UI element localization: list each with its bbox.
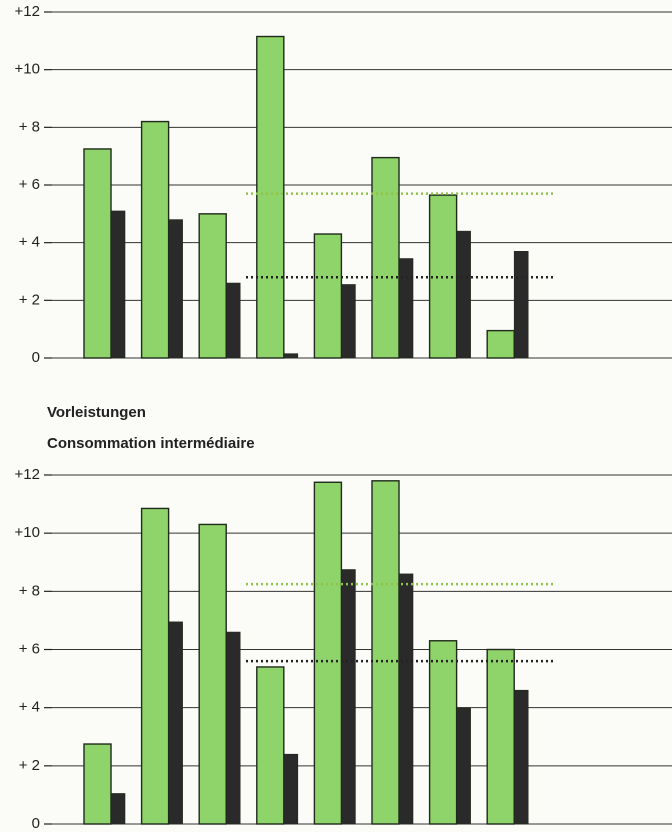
bar [256,35,285,359]
y-tick-label: +10 [15,524,40,541]
y-tick-label: +10 [15,61,40,78]
bar [256,666,285,825]
bar [341,284,356,359]
bar [225,282,241,359]
y-tick-label: + 2 [19,757,40,774]
y-tick-label: +12 [15,3,40,20]
bar [168,219,183,359]
bar [140,507,170,825]
bar [83,148,112,359]
bar [486,329,515,359]
bar [486,648,515,825]
bar [110,210,126,359]
chart-subtitle: Consommation intermédiaire [47,435,255,452]
bar [313,481,343,825]
bar [225,631,241,825]
bar [341,569,356,825]
bar [371,156,400,359]
bar [398,573,414,825]
y-tick-label: + 8 [19,582,40,599]
bar [371,480,400,825]
bar [513,251,529,359]
bar [313,233,343,359]
y-tick-label: + 8 [19,118,40,135]
y-tick-label: + 4 [19,699,40,716]
bar [398,258,414,359]
bar [428,640,458,825]
bar [198,523,227,825]
bar [456,707,471,825]
y-tick-label: + 6 [19,640,40,657]
bar [168,621,183,825]
bar [140,120,170,359]
y-tick-label: + 2 [19,291,40,308]
y-tick-label: 0 [32,349,40,366]
y-tick-label: + 4 [19,234,40,251]
y-tick-label: + 6 [19,176,40,193]
y-tick-label: 0 [32,815,40,832]
bar [513,689,529,825]
bar [456,230,471,359]
y-tick-label: +12 [15,466,40,483]
bar [110,793,126,825]
bar [83,743,112,825]
chart-title: Vorleistungen [47,404,146,421]
bar [283,353,299,359]
bar [198,213,227,359]
bar [283,753,299,825]
